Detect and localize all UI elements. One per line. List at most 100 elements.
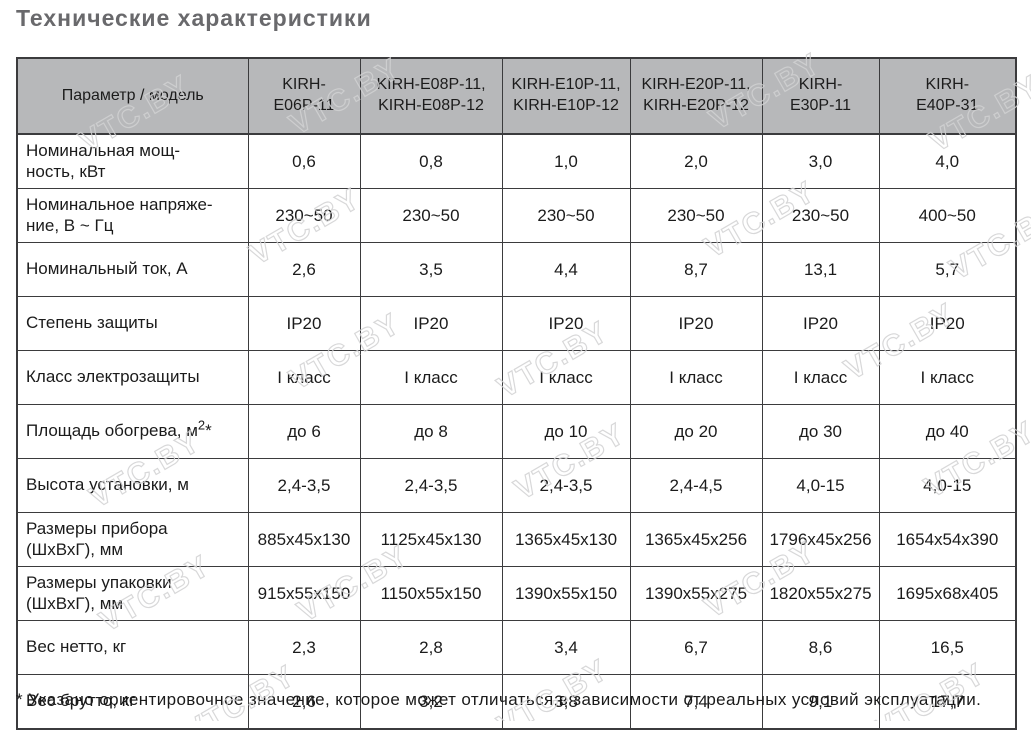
value-cell: до 30 (761, 404, 880, 459)
param-cell: Класс электрозащиты (16, 350, 249, 405)
value-cell: I класс (501, 350, 631, 405)
param-superscript: 2 (197, 417, 206, 433)
value-cell: до 10 (501, 404, 631, 459)
value-cell: 6,7 (629, 620, 763, 675)
table-row: Размеры упаковки (ШхВхГ), мм 915х55х150 11… (16, 566, 1017, 621)
value-cell: 4,0-15 (878, 458, 1017, 513)
model-header-2: KIRH-E08P-11, KIRH-E08P-12 (359, 57, 503, 135)
param-cell: Размеры упаковки (ШхВхГ), мм (16, 566, 249, 621)
value-cell: 1390х55х150 (501, 566, 631, 621)
header-row: Параметр / модель KIRH- E06P-11 KIRH-E08… (16, 57, 1017, 135)
param-cell: Номинальный ток, А (16, 242, 249, 297)
value-cell: 9,1 (761, 674, 880, 730)
value-cell: 1654х54х390 (878, 512, 1017, 567)
value-cell: 400~50 (878, 188, 1017, 243)
value-cell: 13,1 (761, 242, 880, 297)
value-cell: 0,8 (359, 133, 503, 189)
table-row: Степень защиты IP20 IP20 IP20 IP20 IP20 IP20 (16, 296, 1017, 351)
value-cell: IP20 (629, 296, 763, 351)
footnote-asterisk: * (205, 421, 212, 441)
value-cell: до 6 (247, 404, 361, 459)
value-cell: I класс (878, 350, 1017, 405)
value-cell: 2,4-4,5 (629, 458, 763, 513)
param-cell: Высота установки, м (16, 458, 249, 513)
value-cell: 3,4 (501, 620, 631, 675)
value-cell: 230~50 (501, 188, 631, 243)
value-cell: I класс (359, 350, 503, 405)
value-cell: 1796х45х256 (761, 512, 880, 567)
value-cell: 4,0-15 (761, 458, 880, 513)
model-header-6: KIRH- E40P-31 (878, 57, 1017, 135)
value-cell: 3,2 (359, 674, 503, 730)
table-row: Площадь обогрева, м2* до 6 до 8 до 10 до 20 д… (16, 404, 1017, 459)
value-cell: 1365х45х256 (629, 512, 763, 567)
param-cell: Вес нетто, кг (16, 620, 249, 675)
value-cell: I класс (761, 350, 880, 405)
value-cell: до 20 (629, 404, 763, 459)
value-cell: 885х45х130 (247, 512, 361, 567)
value-cell: 1150х55х150 (359, 566, 503, 621)
value-cell: 1820х55х275 (761, 566, 880, 621)
value-cell: 3,0 (761, 133, 880, 189)
param-cell: Площадь обогрева, м2* (16, 404, 249, 459)
value-cell: 2,3 (247, 620, 361, 675)
param-cell: Вес брутто, кг (16, 674, 249, 730)
param-cell: Степень защиты (16, 296, 249, 351)
value-cell: 1125х45х130 (359, 512, 503, 567)
value-cell: 2,0 (629, 133, 763, 189)
value-cell: IP20 (501, 296, 631, 351)
table-row: Высота установки, м 2,4-3,5 2,4-3,5 2,4-3,5… (16, 458, 1017, 513)
param-cell: Размеры прибора (ШхВхГ), мм (16, 512, 249, 567)
value-cell: 1390х55х275 (629, 566, 763, 621)
value-cell: 7,4 (629, 674, 763, 730)
value-cell: 4,0 (878, 133, 1017, 189)
value-cell: до 40 (878, 404, 1017, 459)
model-header-5: KIRH- E30P-11 (761, 57, 880, 135)
value-cell: 17,7 (878, 674, 1017, 730)
value-cell: 0,6 (247, 133, 361, 189)
value-cell: 2,4-3,5 (359, 458, 503, 513)
specs-table-body: Номинальная мощ- ность, кВт 0,6 0,8 1,0 2,0 3… (16, 133, 1017, 730)
model-header-3: KIRH-E10P-11, KIRH-E10P-12 (501, 57, 631, 135)
value-cell: IP20 (761, 296, 880, 351)
value-cell: IP20 (359, 296, 503, 351)
table-row: Номинальная мощ- ность, кВт 0,6 0,8 1,0 2,0 3… (16, 133, 1017, 189)
specs-table: Параметр / модель KIRH- E06P-11 KIRH-E08… (16, 57, 1017, 730)
model-header-4: KIRH-E20P-11, KIRH-E20P-12 (629, 57, 763, 135)
table-row: Размеры прибора (ШхВхГ), мм 885х45х130 112… (16, 512, 1017, 567)
value-cell: 230~50 (359, 188, 503, 243)
specs-table-header: Параметр / модель KIRH- E06P-11 KIRH-E08… (16, 57, 1017, 135)
value-cell: IP20 (878, 296, 1017, 351)
value-cell: 1,0 (501, 133, 631, 189)
value-cell: 16,5 (878, 620, 1017, 675)
value-cell: 230~50 (247, 188, 361, 243)
value-cell: 2,6 (247, 242, 361, 297)
value-cell: 2,8 (359, 620, 503, 675)
value-cell: I класс (629, 350, 763, 405)
table-row: Вес брутто, кг 2,6 3,2 3,8 7,4 9,1 17,7 (16, 674, 1017, 730)
value-cell: 1365х45х130 (501, 512, 631, 567)
value-cell: 4,4 (501, 242, 631, 297)
value-cell: 230~50 (761, 188, 880, 243)
table-row: Класс электрозащиты I класс I класс I класс… (16, 350, 1017, 405)
value-cell: IP20 (247, 296, 361, 351)
value-cell: 915х55х150 (247, 566, 361, 621)
value-cell: 5,7 (878, 242, 1017, 297)
value-cell: до 8 (359, 404, 503, 459)
param-cell: Номинальное напряже- ние, В ~ Гц (16, 188, 249, 243)
value-cell: 230~50 (629, 188, 763, 243)
value-cell: 8,6 (761, 620, 880, 675)
page-title: Технические характеристики (16, 5, 372, 31)
value-cell: 3,8 (501, 674, 631, 730)
value-cell: I класс (247, 350, 361, 405)
param-model-header: Параметр / модель (16, 57, 249, 135)
footnote: * Указано ориентировочное значение, кото… (16, 690, 982, 709)
value-cell: 2,4-3,5 (247, 458, 361, 513)
value-cell: 1695х68х405 (878, 566, 1017, 621)
table-row: Номинальный ток, А 2,6 3,5 4,4 8,7 13,1 5,7 (16, 242, 1017, 297)
param-cell: Номинальная мощ- ность, кВт (16, 133, 249, 189)
value-cell: 2,4-3,5 (501, 458, 631, 513)
param-label: Площадь обогрева, м (26, 421, 198, 441)
value-cell: 3,5 (359, 242, 503, 297)
table-row: Номинальное напряже- ние, В ~ Гц 230~50 23… (16, 188, 1017, 243)
